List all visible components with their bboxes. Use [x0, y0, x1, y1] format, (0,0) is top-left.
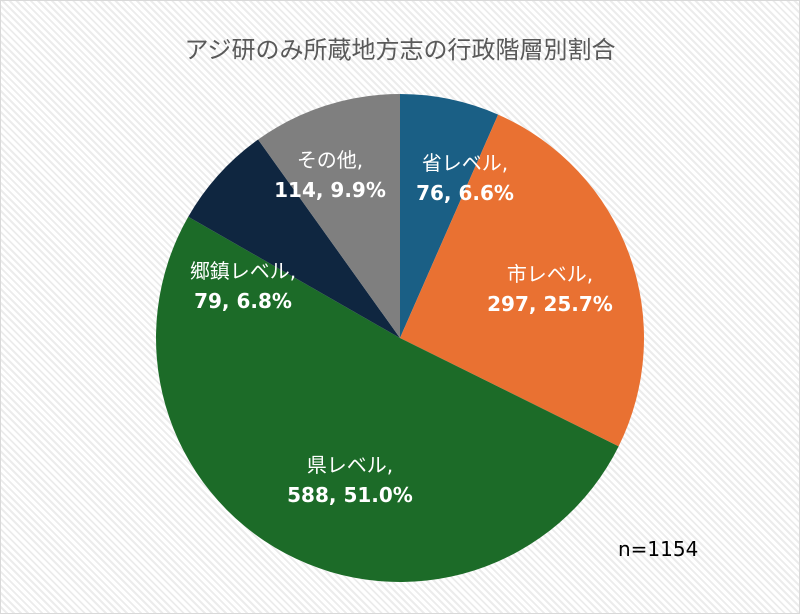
label-name: 県レベル, [306, 453, 394, 477]
pie-slice [155, 216, 619, 583]
chart-title: アジ研のみ所蔵地方志の行政階層別割合 [184, 36, 616, 64]
label-value: 114, 9.9% [274, 178, 386, 202]
pie-slice [258, 94, 400, 338]
slice-label-county: 県レベル, 588, 51.0% [270, 450, 430, 510]
label-name: 省レベル, [421, 151, 509, 175]
pie-slice [188, 139, 400, 338]
label-value: 588, 51.0% [287, 483, 413, 507]
slice-label-city: 市レベル, 297, 25.7% [475, 259, 625, 319]
label-value: 297, 25.7% [487, 292, 613, 316]
label-name: 郷鎮レベル, [189, 259, 297, 283]
pie-slice [400, 114, 644, 447]
pie-slice [400, 94, 499, 338]
slice-label-other: その他, 114, 9.9% [260, 145, 400, 205]
label-name: その他, [296, 148, 364, 172]
slice-label-township: 郷鎮レベル, 79, 6.8% [168, 256, 318, 316]
label-value: 76, 6.6% [416, 181, 514, 205]
label-value: 79, 6.8% [194, 289, 292, 313]
sample-size-annotation: n=1154 [618, 537, 699, 561]
slice-label-province: 省レベル, 76, 6.6% [405, 148, 525, 208]
label-name: 市レベル, [506, 262, 594, 286]
